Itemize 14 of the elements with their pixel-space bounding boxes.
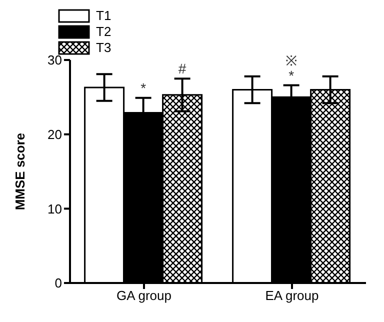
- y-tick-label: 0: [54, 276, 62, 291]
- x-tick-label: EA group: [265, 288, 319, 304]
- annotation: *: [288, 67, 295, 84]
- y-tick-label: 30: [48, 52, 62, 68]
- y-tick-label: 10: [48, 201, 62, 216]
- y-tick-label: 20: [48, 126, 62, 142]
- annotation: *: [140, 80, 147, 96]
- annotation: #: [178, 60, 186, 77]
- legend-label: T3: [96, 40, 112, 56]
- legend-label: T1: [96, 8, 112, 24]
- legend-label: T2: [96, 24, 112, 40]
- x-tick-label: GA group: [116, 288, 172, 304]
- y-axis-title: MMSE score: [12, 132, 28, 210]
- annotation: ※: [285, 52, 298, 68]
